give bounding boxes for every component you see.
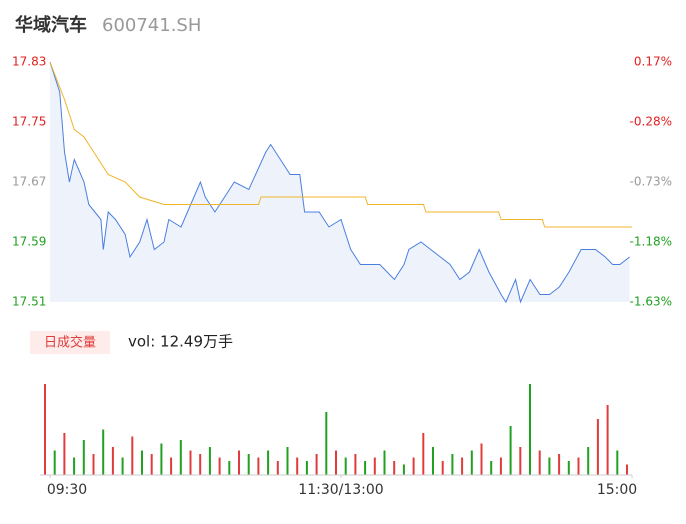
- volume-bar: [111, 447, 114, 475]
- volume-bar: [305, 461, 308, 475]
- volume-bar: [402, 464, 405, 475]
- volume-bar: [150, 454, 153, 475]
- volume-bar: [548, 457, 551, 475]
- volume-bar: [257, 457, 260, 475]
- volume-bar: [189, 450, 192, 475]
- volume-bar: [160, 443, 163, 475]
- x-tick-label: 15:00: [597, 482, 637, 498]
- volume-total: vol: 12.49万手: [128, 333, 233, 351]
- volume-bar: [276, 461, 279, 475]
- volume-bar: [519, 447, 522, 475]
- volume-bar: [373, 457, 376, 475]
- price-area: [50, 62, 630, 302]
- volume-bar: [335, 450, 337, 475]
- volume-bar: [596, 419, 599, 475]
- volume-bar: [567, 461, 570, 475]
- volume-bar: [461, 457, 464, 475]
- volume-bar: [441, 461, 444, 475]
- volume-bar: [509, 426, 512, 475]
- volume-bar: [364, 461, 367, 475]
- y2-tick-label: 0.17%: [634, 55, 672, 69]
- y2-tick-label: -1.18%: [630, 235, 672, 249]
- volume-bar: [228, 461, 231, 475]
- stock-code: 600741.SH: [102, 15, 201, 36]
- volume-bar: [102, 429, 105, 475]
- volume-bar: [538, 450, 541, 475]
- volume-bar: [325, 412, 328, 475]
- volume-bar: [44, 384, 46, 475]
- volume-bar: [383, 450, 386, 475]
- y-tick-label: 17.51: [12, 295, 46, 309]
- volume-bar: [480, 443, 483, 475]
- volume-bar: [82, 440, 85, 475]
- volume-bar: [412, 457, 415, 475]
- volume-bar: [529, 384, 531, 475]
- volume-bar: [179, 440, 182, 475]
- volume-bar: [247, 454, 250, 475]
- y2-tick-label: -0.73%: [630, 175, 672, 189]
- volume-bar: [451, 454, 454, 475]
- volume-bar: [344, 457, 347, 475]
- volume-bar: [616, 450, 619, 475]
- volume-bar: [267, 450, 270, 475]
- y-tick-label: 17.59: [12, 235, 46, 249]
- volume-bar: [92, 454, 95, 475]
- volume-bar: [131, 436, 134, 475]
- x-tick-label: 09:30: [47, 482, 87, 498]
- volume-bar: [121, 457, 124, 475]
- volume-bar: [315, 454, 318, 475]
- volume-bar: [73, 457, 76, 475]
- legend-button[interactable]: 日成交量: [44, 335, 96, 351]
- volume-bar: [490, 461, 493, 475]
- volume-bar: [626, 464, 628, 475]
- volume-bar: [587, 447, 590, 475]
- volume-bar: [296, 457, 299, 475]
- volume-bar: [432, 447, 434, 475]
- x-tick-label: 11:30/13:00: [298, 482, 383, 498]
- price-line: [49, 61, 630, 304]
- volume-bar: [218, 457, 221, 475]
- volume-bar: [354, 454, 357, 475]
- volume-bar: [558, 454, 561, 475]
- y-tick-label: 17.75: [12, 115, 46, 129]
- y-tick-label: 17.67: [12, 175, 46, 189]
- volume-bar: [393, 461, 396, 475]
- price-line: [49, 61, 632, 228]
- stock-name: 华域汽车: [15, 14, 87, 36]
- volume-bar: [577, 457, 580, 475]
- volume-bar: [170, 457, 173, 475]
- volume-bar: [499, 457, 502, 475]
- volume-bar: [286, 447, 289, 475]
- y2-tick-label: -1.63%: [630, 295, 672, 309]
- volume-bar: [208, 447, 211, 475]
- volume-bar: [470, 450, 473, 475]
- volume-bar: [63, 433, 66, 475]
- volume-bar: [422, 433, 425, 475]
- y-tick-label: 17.83: [12, 55, 46, 69]
- volume-bar: [199, 454, 202, 475]
- volume-bar: [141, 450, 143, 475]
- legend-button-bg[interactable]: [30, 331, 110, 354]
- volume-bar: [53, 450, 56, 475]
- volume-bar: [606, 405, 609, 475]
- y2-tick-label: -0.28%: [630, 115, 672, 129]
- volume-bar: [238, 450, 240, 475]
